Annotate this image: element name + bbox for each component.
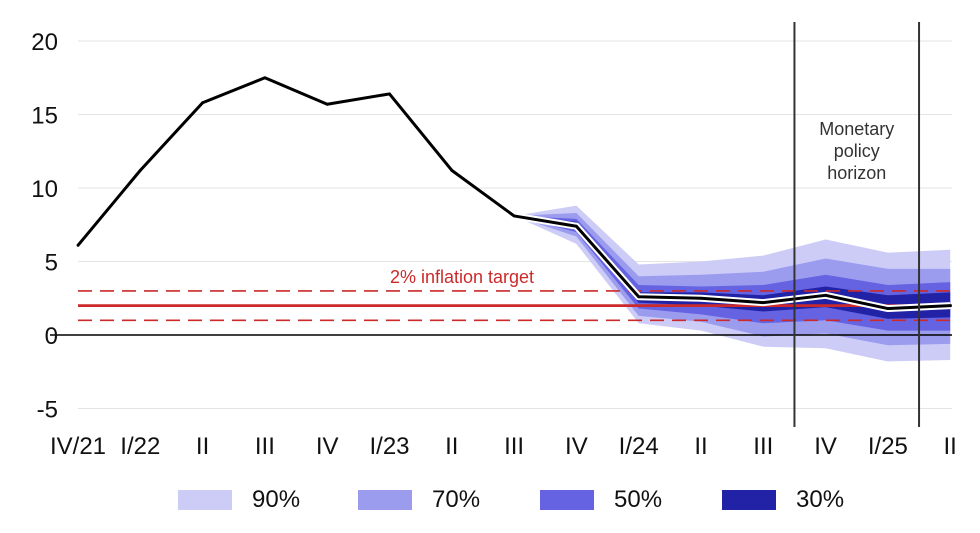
horizon-label-line: Monetary xyxy=(819,119,894,139)
x-tick-label: I/22 xyxy=(120,433,160,460)
data-point xyxy=(388,92,391,96)
x-tick-label: II xyxy=(196,433,209,460)
data-point xyxy=(886,307,890,310)
x-tick-label: II xyxy=(445,433,458,460)
data-point xyxy=(575,224,578,228)
data-point xyxy=(450,168,454,172)
data-point xyxy=(699,296,703,300)
data-point xyxy=(263,76,267,80)
y-tick-label: 10 xyxy=(31,176,58,203)
legend-label: 70% xyxy=(432,486,481,513)
data-point xyxy=(201,101,205,105)
x-tick-label: I/23 xyxy=(369,433,409,460)
inflation-target-label: 2% inflation target xyxy=(390,267,534,287)
x-tick-label: IV xyxy=(814,433,837,460)
data-point xyxy=(512,214,516,218)
legend-label: 30% xyxy=(796,486,845,513)
legend-swatch xyxy=(722,490,776,510)
data-point xyxy=(138,168,142,172)
data-point xyxy=(637,295,641,299)
x-axis-ticks: IV/21 I/22 II III IV I/23 II III IV I/24 II III IV I/… xyxy=(50,433,957,460)
legend-label: 90% xyxy=(252,486,301,513)
x-tick-label: I/24 xyxy=(619,433,659,460)
inflation-series xyxy=(76,76,952,313)
legend-swatch xyxy=(540,490,594,510)
y-tick-label: 20 xyxy=(31,29,58,56)
data-point xyxy=(761,301,765,305)
data-point xyxy=(76,243,80,247)
legend: 90% 70% 50% 30% xyxy=(0,478,980,522)
y-tick-label: 0 xyxy=(45,323,58,350)
x-tick-label: III xyxy=(255,433,275,460)
x-tick-label: III xyxy=(504,433,524,460)
y-axis-ticks: 20 15 10 5 0 -5 xyxy=(31,29,58,424)
x-tick-label: II xyxy=(944,433,957,460)
fan-band-30pct xyxy=(514,215,951,319)
data-point xyxy=(948,304,952,307)
inflation-target-lines: 2% inflation target xyxy=(78,267,952,322)
horizon-label-line: policy xyxy=(834,141,880,161)
x-tick-label: I/25 xyxy=(868,433,908,460)
x-tick-label: II xyxy=(694,433,707,460)
x-tick-label: III xyxy=(753,433,773,460)
x-tick-label: IV xyxy=(316,433,339,460)
grid-lines xyxy=(78,40,952,409)
legend-label: 50% xyxy=(614,486,663,513)
data-point xyxy=(325,102,329,106)
y-tick-label: 5 xyxy=(45,250,58,277)
y-tick-label: -5 xyxy=(37,397,58,424)
legend-swatch xyxy=(358,490,412,510)
horizon-label-line: horizon xyxy=(827,163,886,183)
data-point xyxy=(824,293,827,297)
y-tick-label: 15 xyxy=(31,103,58,130)
legend-swatch xyxy=(178,490,232,510)
x-tick-label: IV xyxy=(565,433,588,460)
x-tick-label: IV/21 xyxy=(50,433,106,460)
